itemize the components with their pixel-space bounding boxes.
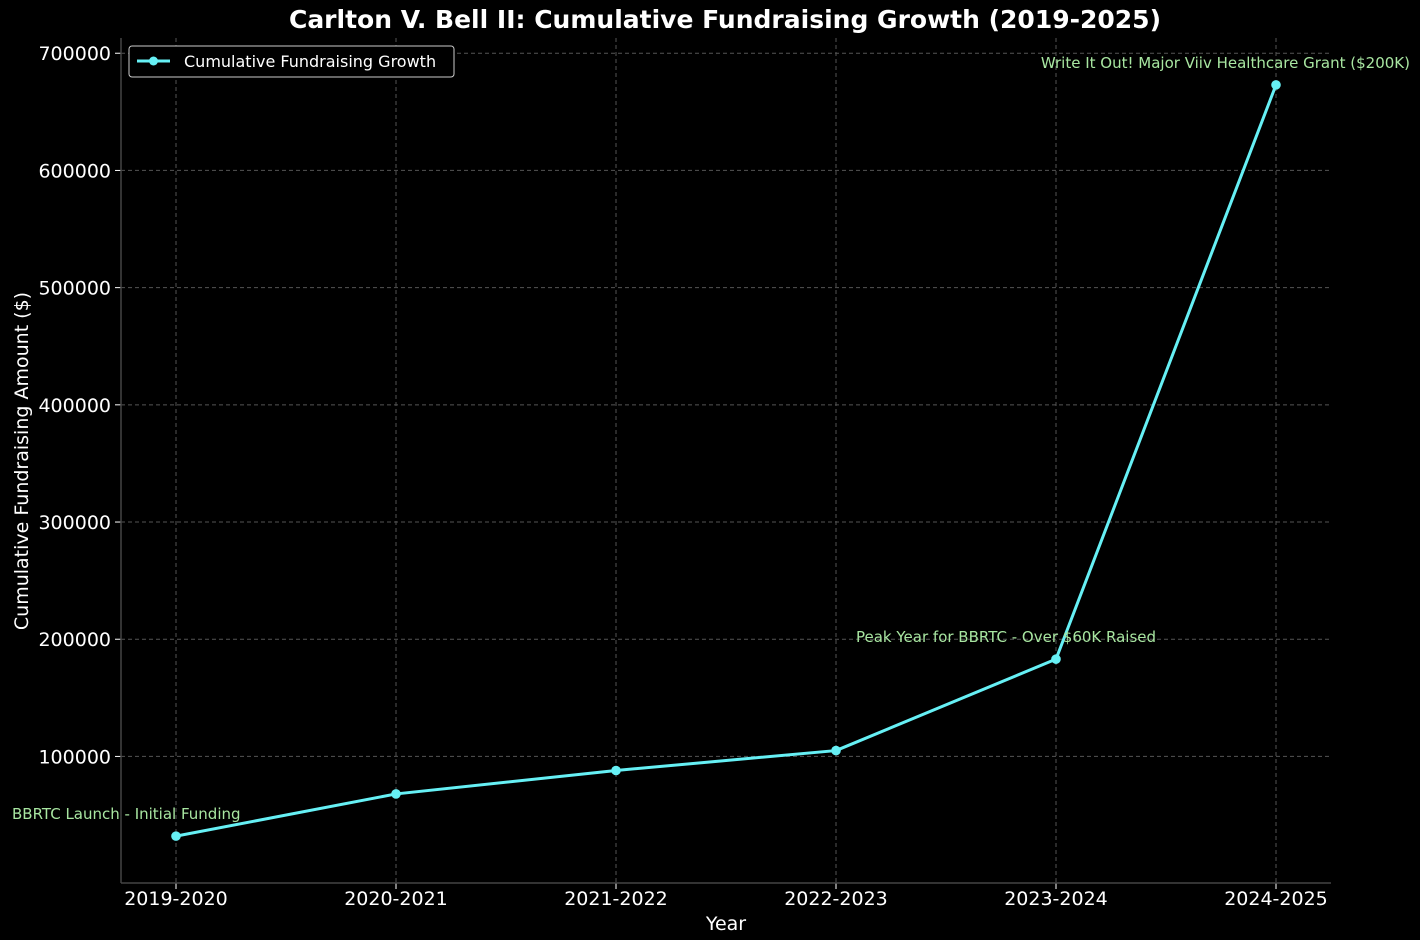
x-tick-label: 2021-2022	[564, 888, 668, 910]
annotation-label: BBRTC Launch - Initial Funding	[12, 805, 241, 823]
x-tick-label: 2020-2021	[344, 888, 448, 910]
axes	[115, 38, 1331, 889]
grid-lines	[121, 38, 1331, 883]
y-tick-label: 700000	[38, 43, 111, 65]
data-point	[391, 789, 401, 799]
x-tick-label: 2024-2025	[1224, 888, 1328, 910]
series-layer	[171, 80, 1281, 841]
y-tick-label: 100000	[38, 746, 111, 768]
x-tick-labels: 2019-2020 2020-2021 2021-2022 2022-2023 2023…	[124, 888, 1328, 910]
annotation-label: Peak Year for BBRTC - Over $60K Raised	[856, 628, 1156, 646]
y-tick-label: 500000	[38, 278, 111, 300]
annotations: BBRTC Launch - Initial Funding Peak Year …	[12, 54, 1410, 823]
data-point	[171, 831, 181, 841]
legend-box	[128, 45, 455, 78]
data-point	[831, 745, 841, 756]
x-tick-label: 2022-2023	[784, 888, 888, 910]
x-tick-label: 2023-2024	[1004, 888, 1108, 910]
y-tick-labels: 100000 200000 300000 400000 500000 600000 7000…	[38, 43, 111, 768]
legend-entry-label: Cumulative Fundraising Growth	[184, 52, 436, 71]
y-tick-label: 200000	[38, 629, 111, 651]
y-tick-label: 600000	[38, 160, 111, 182]
y-axis-label: Cumulative Fundraising Amount ($)	[11, 292, 33, 630]
annotation-label: Write It Out! Major Viiv Healthcare Gran…	[1041, 54, 1410, 72]
data-point	[1271, 80, 1281, 90]
y-tick-label: 400000	[38, 395, 111, 417]
data-point	[1051, 654, 1061, 664]
x-tick-label: 2019-2020	[124, 888, 228, 910]
x-axis-label: Year	[705, 913, 746, 935]
chart-title: Carlton V. Bell II: Cumulative Fundraisi…	[289, 5, 1161, 34]
legend: Cumulative Fundraising Growth	[128, 45, 455, 78]
data-point	[611, 765, 621, 776]
y-tick-label: 300000	[38, 512, 111, 534]
series-line	[175, 84, 1278, 838]
legend-marker-swatch	[149, 56, 158, 66]
